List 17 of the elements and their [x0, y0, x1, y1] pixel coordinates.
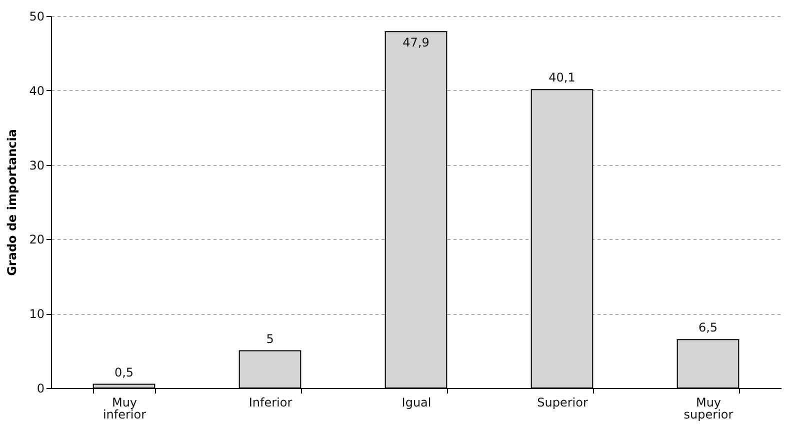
- y-axis-title: Grado de importancia: [5, 129, 20, 276]
- x-tick-label: Igual: [402, 396, 432, 410]
- x-tick-label: Inferior: [248, 396, 292, 410]
- data-label: 47,9: [402, 36, 430, 50]
- x-tick-label: Muy inferior: [102, 396, 146, 422]
- y-tick-label: 10: [29, 307, 44, 322]
- data-label: 0,5: [114, 365, 134, 380]
- x-tick-label: Superior: [537, 396, 588, 410]
- data-label: 5: [266, 332, 274, 346]
- y-tick-label: 50: [29, 10, 44, 24]
- y-tick-label: 30: [29, 158, 44, 172]
- y-tick-label: 0: [36, 382, 44, 396]
- x-tick-label: Muy superior: [684, 396, 734, 422]
- y-tick-label: 40: [29, 84, 44, 98]
- data-label: 6,5: [698, 320, 718, 335]
- y-tick-label: 20: [29, 232, 44, 247]
- data-label: 40,1: [548, 70, 576, 85]
